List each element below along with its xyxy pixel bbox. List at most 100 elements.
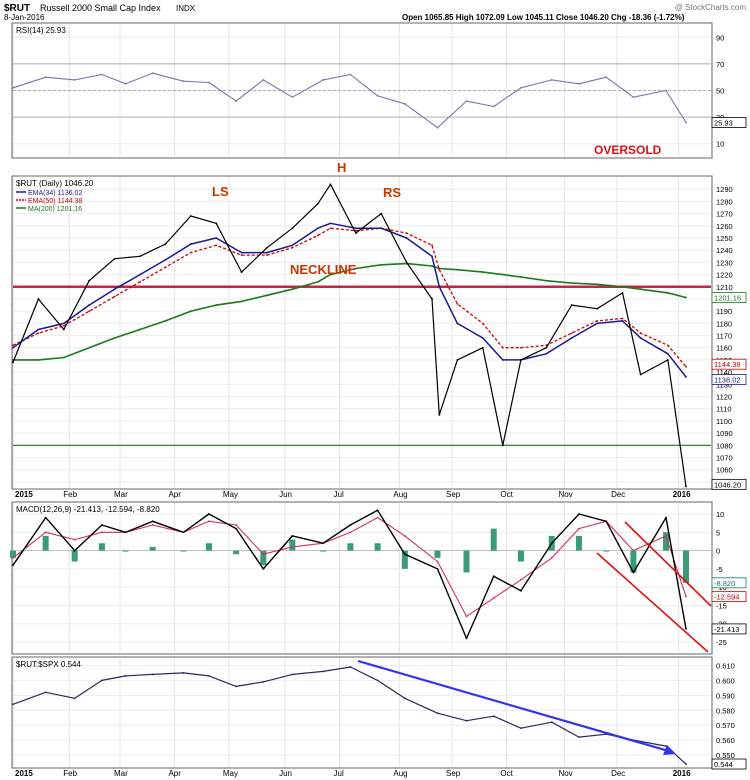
- value-tick-label: 90: [716, 33, 724, 42]
- ma200-line-point: [545, 279, 548, 282]
- macd-histogram-bar: [71, 550, 78, 562]
- ema50-line-point: [685, 365, 687, 368]
- rsi-line-point: [632, 96, 635, 99]
- ema34-line-point: [481, 337, 484, 339]
- ma200-line-point: [685, 296, 687, 299]
- macd-signal-line-point: [465, 615, 468, 618]
- month-tick-label: 2016: [673, 490, 691, 499]
- ratio-line-point: [208, 675, 210, 677]
- ma200-legend: MA(200) 1201.16: [28, 206, 82, 213]
- macd-signal-line-point: [100, 531, 103, 534]
- macd-signal-line-point: [578, 527, 580, 530]
- month-tick-label: Sep: [446, 490, 461, 499]
- ema34-line-point: [37, 328, 40, 331]
- ema34-line-point: [545, 352, 548, 355]
- ema34-line-point: [189, 243, 192, 245]
- price-line-point: [329, 183, 332, 186]
- value-tick-label: 1110: [716, 405, 732, 414]
- month-tick-label: Dec: [611, 490, 625, 499]
- price-line-point: [113, 257, 116, 260]
- macd-line-point: [151, 520, 154, 523]
- macd-signal-line-point: [73, 538, 76, 541]
- ratio-last-tag: 0.544: [714, 760, 733, 769]
- ema50-line-point: [12, 344, 14, 347]
- macd-line-point: [550, 542, 553, 545]
- price-panel-frame: [11, 175, 713, 490]
- ratio-line-point: [520, 727, 522, 730]
- ma200-line-point: [88, 346, 91, 349]
- macd-histogram-bar: [630, 550, 637, 573]
- month-tick-label: Aug: [393, 769, 407, 778]
- value-tick-label: 0.610: [716, 661, 735, 670]
- macd-histogram-bar: [603, 550, 610, 552]
- macd-line-point: [12, 564, 14, 567]
- ma200-line-point: [666, 291, 669, 294]
- rsi-line-point: [376, 94, 379, 97]
- macd-signal-line-point: [12, 556, 14, 559]
- price-line-point: [215, 222, 218, 225]
- value-tick-label: 1080: [716, 441, 733, 450]
- macd-label: MACD(12,26,9) -21.413, -12.594, -8.820: [16, 505, 160, 514]
- month-tick-label: Oct: [500, 769, 513, 778]
- ratio-line-point: [349, 666, 352, 668]
- macd-line-point: [235, 527, 238, 530]
- month-tick-label: Nov: [558, 490, 572, 499]
- ma200-line-point: [189, 310, 192, 313]
- ema50-line-point: [456, 302, 459, 305]
- ma200-line-point: [431, 265, 433, 267]
- value-tags: 25.93 1201.16 1144.38 1136.02 1046.20 -8.820 -…: [711, 117, 747, 770]
- macd-signal-line-point: [291, 546, 294, 548]
- macd-line-point: [73, 549, 76, 552]
- macd-trend-lower: [596, 552, 709, 653]
- ema50-legend: EMA(50) 1144.38: [28, 198, 82, 205]
- rsi-line-point: [578, 82, 580, 85]
- macd-line-point: [465, 637, 468, 640]
- ratio-line-point: [685, 763, 687, 765]
- value-tick-label: 1190: [716, 307, 732, 316]
- month-tick-label: Jun: [279, 769, 292, 778]
- month-tick-label: Feb: [63, 769, 77, 778]
- price-line-point: [685, 485, 687, 488]
- price-line-point: [12, 361, 14, 364]
- ema34-line-point: [240, 251, 243, 254]
- value-tick-label: 1140: [716, 368, 732, 377]
- ema50-line-point: [164, 266, 167, 269]
- ema50-line-point: [520, 346, 522, 349]
- price-line-point: [189, 215, 192, 217]
- h-annotation: H: [337, 160, 346, 175]
- value-tick-label: 0.550: [716, 751, 735, 760]
- macd-histogram-bar: [401, 550, 408, 569]
- macd-histogram-bar: [122, 550, 129, 552]
- ma200-line-point: [354, 267, 357, 270]
- chart-header: $RUT Russell 2000 Small Cap Index INDX 8…: [4, 3, 746, 22]
- ema34-line-point: [639, 337, 642, 339]
- value-tick-label: 1180: [716, 319, 732, 328]
- rsi-line-point: [124, 82, 127, 85]
- ema50-line-point: [405, 232, 408, 235]
- ema34-line-point: [316, 227, 319, 230]
- ratio-trend-arrow: [357, 659, 673, 754]
- ratio-line-point: [492, 715, 495, 718]
- ma200-tag-box: [711, 292, 747, 303]
- value-tick-label: 0.600: [716, 676, 735, 685]
- macd-histogram-bar: [517, 550, 524, 562]
- macd-line-point: [520, 589, 522, 592]
- ema50-line-point: [501, 346, 504, 349]
- macd-signal-line-point: [436, 560, 439, 563]
- macd-histogram-bar: [149, 546, 156, 551]
- ema34-line-point: [570, 337, 573, 339]
- price-line-point: [62, 328, 65, 331]
- ema34-line-point: [88, 304, 91, 306]
- macd-line-point: [632, 571, 635, 574]
- rs-annotation: RS: [383, 185, 401, 200]
- rsi-line-point: [182, 80, 185, 83]
- ema34-line-point: [596, 322, 599, 325]
- price-line-point: [639, 373, 642, 376]
- rsi-line-point: [520, 86, 522, 89]
- month-tick-label: Apr: [168, 769, 181, 778]
- rsi-line-point: [44, 76, 47, 79]
- macd-line-point: [685, 628, 687, 630]
- value-tick-label: 1290: [716, 185, 733, 194]
- rsi-line-point: [349, 73, 352, 76]
